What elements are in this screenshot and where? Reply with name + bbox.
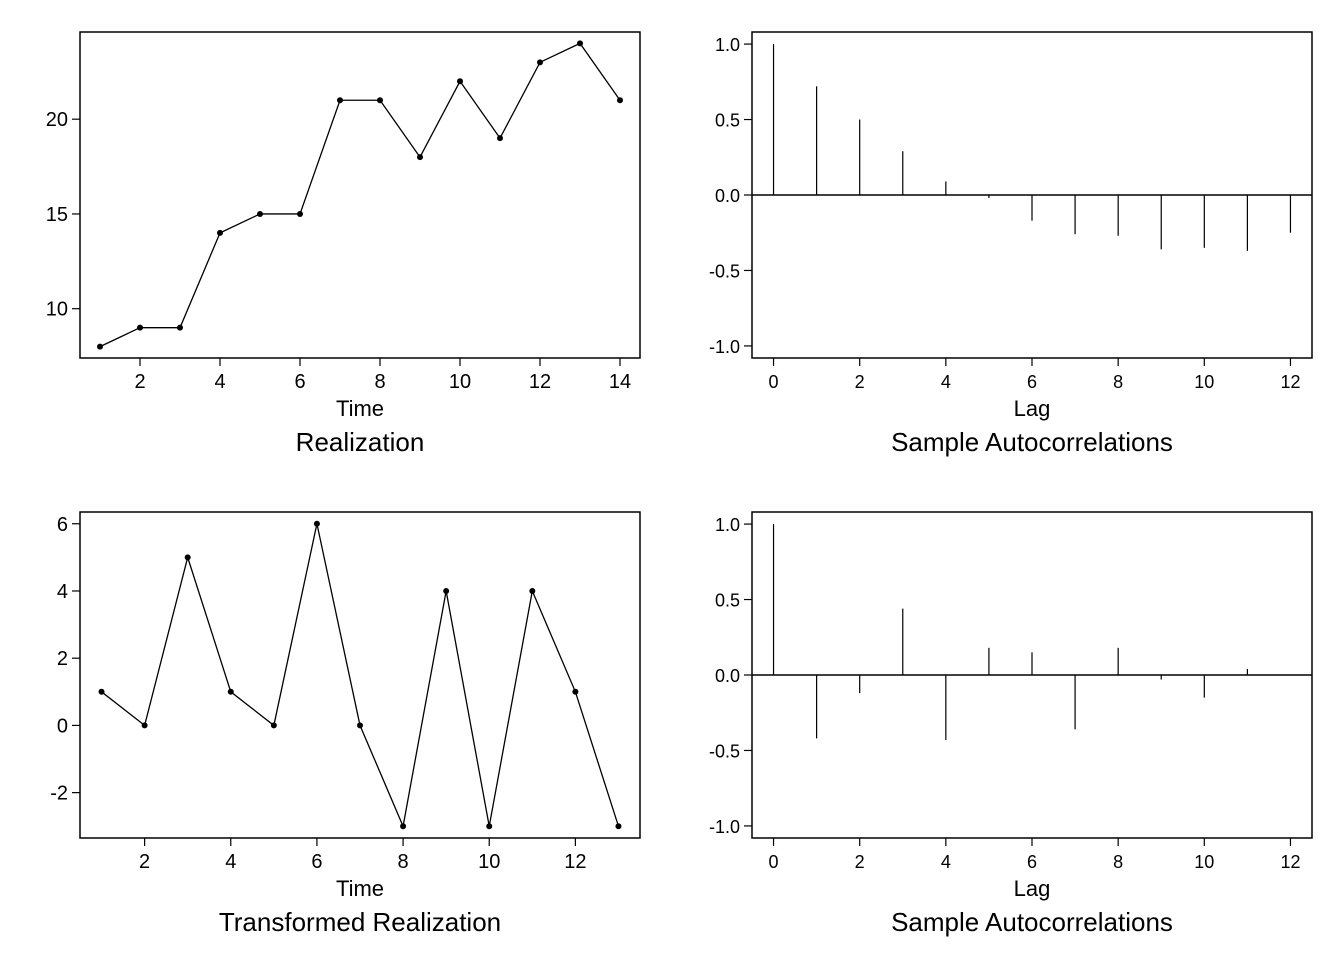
data-point xyxy=(357,722,363,729)
x-tick-label: 4 xyxy=(225,851,236,873)
data-point xyxy=(141,722,148,729)
x-tick-label: 8 xyxy=(1113,372,1123,392)
panel-acf-transformed: 0 2 4 6 8 10 12 -1.0 -0.5 0.0 0.5 1.0 Lag Sample Auto… xyxy=(709,511,1313,937)
data-point xyxy=(377,97,383,104)
x-tick-label: 6 xyxy=(311,851,322,873)
x-tick-label: 2 xyxy=(134,371,145,393)
data-point xyxy=(537,59,543,66)
series-line xyxy=(99,42,621,348)
y-tick-label: 0.0 xyxy=(715,186,740,206)
y-tick-label: 2 xyxy=(57,648,68,670)
y-tick-label: -1.0 xyxy=(709,817,740,837)
data-point xyxy=(137,324,143,331)
x-tick-label: 12 xyxy=(529,371,551,393)
x-tick-label: 12 xyxy=(1280,372,1300,392)
x-tick-label: 6 xyxy=(294,371,305,393)
panel-acf-realization: 0 2 4 6 8 10 12 -1.0 -0.5 0.0 0.5 1.0 Lag Sample Auto… xyxy=(709,31,1313,457)
x-tick-label: 8 xyxy=(374,371,385,393)
x-tick-label: 0 xyxy=(769,372,779,392)
x-tick-label: 8 xyxy=(1113,852,1123,872)
y-tick-label: -2 xyxy=(50,783,68,805)
series-line xyxy=(101,523,620,829)
panel-title: Transformed Realization xyxy=(219,907,501,937)
data-point xyxy=(529,587,536,594)
y-tick-label: -0.5 xyxy=(709,261,740,281)
y-tick-label: 0.5 xyxy=(715,111,740,131)
x-tick-label: 6 xyxy=(1027,372,1037,392)
y-tick-label: 15 xyxy=(46,204,68,226)
x-tick-label: 2 xyxy=(855,852,865,872)
data-point xyxy=(337,97,343,104)
panel-title: Sample Autocorrelations xyxy=(891,427,1173,457)
data-point xyxy=(270,722,277,729)
data-point xyxy=(313,520,320,527)
data-point xyxy=(98,688,105,695)
x-tick-label: 14 xyxy=(609,371,631,393)
y-tick-label: 0.0 xyxy=(715,666,740,686)
plot-frame xyxy=(79,31,641,359)
x-tick-label: 12 xyxy=(1280,852,1300,872)
data-point xyxy=(443,587,450,594)
data-point xyxy=(615,823,622,830)
y-tick-label: 10 xyxy=(46,299,68,321)
y-tick-label: 0 xyxy=(57,715,68,737)
x-tick-label: 4 xyxy=(941,852,951,872)
data-point xyxy=(577,40,583,47)
x-tick-label: 8 xyxy=(398,851,409,873)
data-point xyxy=(417,154,423,161)
x-tick-label: 0 xyxy=(769,852,779,872)
x-tick-label: 10 xyxy=(1194,372,1214,392)
x-tick-label: 6 xyxy=(1027,852,1037,872)
x-tick-label: 12 xyxy=(564,851,586,873)
data-point xyxy=(257,210,263,217)
y-tick-label: 1.0 xyxy=(715,515,740,535)
panel-title: Realization xyxy=(296,427,425,457)
data-point xyxy=(572,688,579,695)
y-tick-label: 4 xyxy=(57,581,68,603)
data-point xyxy=(400,823,407,830)
x-axis-label: Lag xyxy=(1014,876,1051,901)
y-tick-label: -0.5 xyxy=(709,741,740,761)
y-tick-label: 0.5 xyxy=(715,591,740,611)
x-axis-label: Lag xyxy=(1014,396,1051,421)
data-point xyxy=(497,135,503,142)
y-tick-label: 1.0 xyxy=(715,35,740,55)
plot-frame xyxy=(79,511,641,839)
data-point xyxy=(617,97,623,104)
y-tick-label: 6 xyxy=(57,514,68,536)
x-tick-label: 10 xyxy=(1194,852,1214,872)
x-tick-label: 2 xyxy=(139,851,150,873)
panel-realization: 2 4 6 8 10 12 14 10 15 20 Time Realization xyxy=(46,31,641,457)
x-tick-label: 2 xyxy=(855,372,865,392)
x-tick-label: 10 xyxy=(449,371,471,393)
data-point xyxy=(177,324,183,331)
data-point xyxy=(297,210,303,217)
data-point xyxy=(184,554,191,561)
data-point xyxy=(97,343,103,350)
data-point xyxy=(217,229,223,236)
x-axis-label: Time xyxy=(336,876,384,901)
x-tick-label: 4 xyxy=(214,371,225,393)
x-tick-label: 4 xyxy=(941,372,951,392)
panel-transformed: 2 4 6 8 10 12 -2 0 2 4 6 Time Transformed Realizatio… xyxy=(50,511,641,937)
data-point xyxy=(486,823,493,830)
data-point xyxy=(457,78,463,85)
x-tick-label: 10 xyxy=(478,851,500,873)
x-axis-label: Time xyxy=(336,396,384,421)
panel-title: Sample Autocorrelations xyxy=(891,907,1173,937)
data-point xyxy=(227,688,234,695)
y-tick-label: -1.0 xyxy=(709,337,740,357)
y-tick-label: 20 xyxy=(46,109,68,131)
